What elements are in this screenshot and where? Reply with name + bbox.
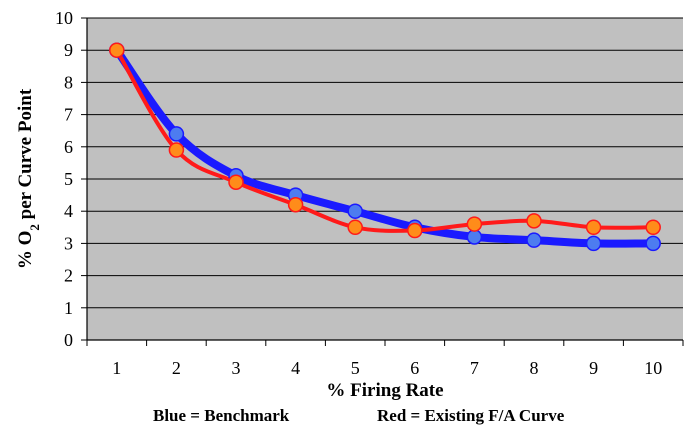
x-tick-label: 1 (112, 358, 121, 378)
series-line-existing (114, 48, 656, 233)
data-point-existing (407, 222, 423, 239)
data-point-existing (526, 213, 542, 229)
y-tick-label: 2 (64, 266, 73, 286)
x-tick-label: 6 (410, 358, 419, 378)
x-tick-label: 3 (232, 358, 241, 378)
y-tick-labels: 0 1 2 3 4 5 6 7 8 9 10 (55, 8, 73, 350)
data-point-benchmark (466, 229, 483, 245)
y-tick-label: 7 (64, 105, 73, 125)
y-tick-label: 8 (64, 72, 73, 92)
x-tick-label: 4 (291, 358, 300, 378)
y-tick-label: 3 (64, 233, 73, 253)
x-tick-label: 5 (351, 358, 360, 378)
data-point-existing (645, 219, 661, 236)
y-axis-title: % O2 per Curve Point (15, 88, 42, 269)
y-tick-label: 4 (64, 201, 73, 221)
x-tick-label: 8 (530, 358, 539, 378)
series-markers (109, 42, 661, 252)
axes (81, 17, 684, 346)
data-point-existing (228, 174, 244, 190)
data-point-existing (109, 42, 125, 58)
data-point-existing (585, 219, 602, 236)
y-tick-label: 10 (55, 8, 73, 28)
series-line-benchmark (112, 46, 658, 248)
x-tick-label: 2 (172, 358, 181, 378)
data-point-benchmark (168, 126, 185, 142)
legend-blue: Blue = Benchmark (153, 406, 290, 425)
legend-red: Red = Existing F/A Curve (377, 406, 565, 425)
data-point-benchmark (526, 232, 542, 248)
x-tick-labels: 1 2 3 4 5 6 7 8 9 10 (112, 358, 662, 378)
data-point-benchmark (585, 235, 602, 252)
y-tick-label: 5 (64, 169, 73, 189)
y-tick-label: 1 (64, 298, 73, 318)
data-point-benchmark (347, 203, 363, 219)
data-point-benchmark (645, 235, 661, 252)
data-point-existing (287, 197, 304, 213)
grid-lines (87, 17, 683, 341)
x-tick-label: 9 (589, 358, 598, 378)
y-tick-label: 0 (64, 330, 73, 350)
x-tick-label: 10 (644, 358, 662, 378)
series-lines (112, 46, 658, 248)
y-tick-label: 9 (64, 40, 73, 60)
data-point-existing (466, 216, 483, 232)
x-tick-label: 7 (470, 358, 479, 378)
data-point-existing (347, 219, 363, 236)
y-tick-label: 6 (64, 137, 73, 157)
x-axis-title: % Firing Rate (326, 380, 443, 401)
data-point-existing (168, 142, 185, 158)
